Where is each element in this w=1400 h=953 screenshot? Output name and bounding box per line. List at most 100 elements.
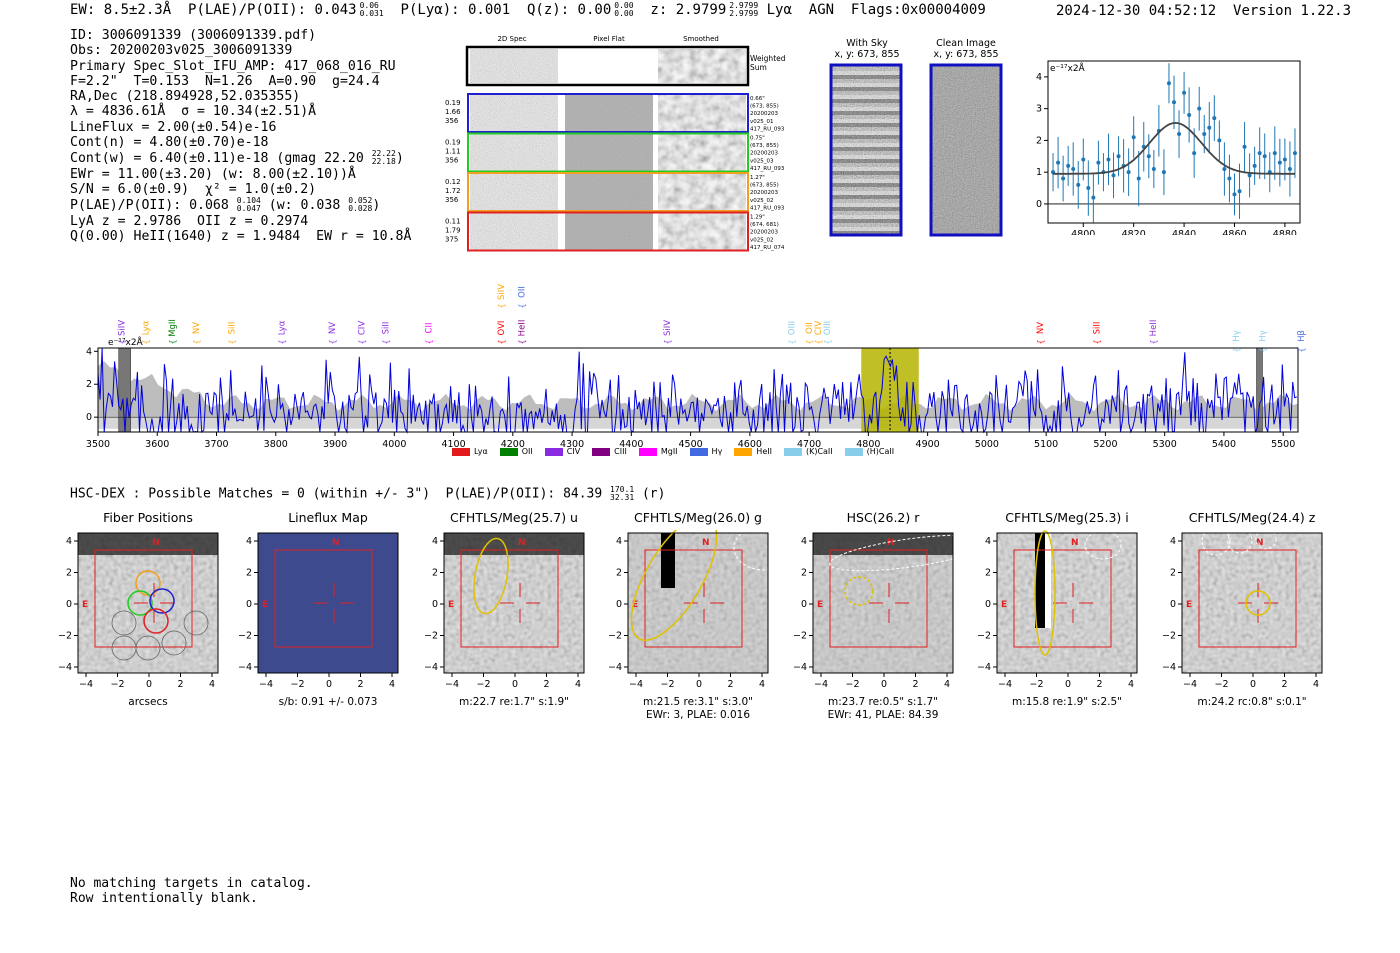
spectrum-xtick-label: 5500 (1271, 439, 1295, 450)
stamp-xtick-label: 4 (389, 679, 395, 690)
stamp-north-label: N (152, 538, 160, 548)
fit-data-point (1172, 100, 1176, 105)
stamp-ytick-label: 2 (246, 568, 252, 579)
stamp-frame (812, 532, 954, 674)
neighbor-circle (1255, 530, 1277, 550)
spectrum-line-brace: { (497, 339, 506, 344)
sky-band-dark (832, 147, 900, 151)
spectrum-line-brace: { (805, 339, 814, 344)
sky-band (832, 83, 900, 87)
spectrum-line-label: MgII (168, 319, 178, 337)
stamp-ytick-label: 2 (432, 568, 438, 579)
stamp-ytick-label: −4 (424, 662, 438, 673)
spectrum-line-brace: { (1258, 347, 1267, 352)
spectrum-line-brace: { (814, 339, 823, 344)
catalog-footer: No matching targets in catalog. Row inten… (70, 876, 313, 906)
legend-entry: (H)CaII (844, 447, 894, 456)
stamp-ytick-label: 4 (985, 536, 991, 547)
cutout-smoothed-img (658, 174, 746, 210)
stamp-xtick-label: 0 (696, 679, 702, 690)
fit-data-point (1192, 151, 1197, 156)
cutout-row-frame (467, 211, 749, 252)
neighbor-ellipse (1084, 530, 1122, 560)
spectrum-line-brace: { (141, 339, 150, 344)
spectrum-xtick-label: 3800 (264, 439, 288, 450)
fit-data-point (1086, 186, 1091, 191)
stamp-region-box (460, 549, 559, 648)
info-lambda: λ = 4836.61Å σ = 10.34(±2.51)Å (70, 104, 317, 120)
fit-data-point (1272, 151, 1277, 156)
legend-label: MgII (660, 447, 678, 456)
stamp-saturated-column-white (1045, 533, 1051, 628)
plae2-end: ) (372, 198, 381, 214)
legend-swatch (783, 447, 802, 456)
contw-sub: 22.18 (371, 157, 396, 167)
cutout-left-label: 1.72 (445, 187, 461, 195)
spectrum-xtick-label: 4500 (678, 439, 702, 450)
sky-band-dark (832, 219, 900, 223)
spectrum-legend: Lyα OII CIV CIII MgII Hγ HeII (K)CaII (H)CaII (452, 447, 894, 456)
spectrum-xtick-label: 4800 (856, 439, 880, 450)
contw-sup: 22.22 (371, 149, 396, 159)
spectrum-line-label: CIV (358, 321, 368, 335)
cutout-pixelflat-tint (565, 174, 653, 210)
spectrum-line-brace: { (425, 339, 434, 344)
stamp-ytick-label: −2 (977, 631, 991, 642)
stamp-xtick-label: 0 (326, 679, 332, 690)
fit-data-point (1287, 167, 1292, 171)
stamp-north-label: N (518, 538, 526, 548)
stamp-north-label: N (702, 538, 710, 548)
source-ellipse (1034, 530, 1056, 656)
stamp-xtick-label: −4 (259, 679, 273, 690)
stamp-image-3: N E −4 4 −2 2 0 0 2 −2 4 −4 (424, 532, 585, 690)
cutout-left-label: 1.66 (445, 108, 461, 116)
info-lyaz: LyA z = 2.9786 OII z = 0.2974 (70, 213, 309, 229)
stamp-xtick-label: 0 (881, 679, 887, 690)
spectrum-masked-region (1256, 347, 1263, 433)
stamp-frame (77, 532, 219, 674)
stamp-region-box (1013, 549, 1112, 648)
stamp-image-5: N E −4 4 −2 2 0 0 2 −2 4 −4 (793, 532, 969, 690)
sky-band-dark (832, 159, 900, 163)
fit-data-point (1096, 160, 1101, 165)
stamp-region-box (644, 549, 743, 648)
spectrum-xtick-label: 5400 (1212, 439, 1236, 450)
stamp-ytick-label: 2 (66, 568, 72, 579)
stamp-title: CFHTLS/Meg(25.3) i (1005, 510, 1129, 525)
stamp-ytick-label: −2 (424, 631, 438, 642)
fit-ylabel: e⁻¹⁷x2Å (1050, 62, 1086, 74)
stamp-ytick-label: −4 (1162, 662, 1176, 673)
sky-band (832, 203, 900, 207)
cutout-left-label: 356 (445, 196, 459, 204)
spectrum-line-label: SiIV (497, 284, 507, 300)
spectrum-line-label: SiII (381, 322, 391, 335)
info-primary: Primary Spec_Slot_IFU_AMP: 417_068_016_R… (70, 58, 396, 74)
fit-data-point (1166, 81, 1171, 86)
legend-entry: Hγ (689, 447, 722, 456)
stamp-xtick-label: 2 (912, 679, 918, 690)
fit-ytick-label: 1 (1036, 167, 1042, 178)
weighted-sum-row: Weighted Sum (465, 45, 786, 87)
spectrum-line-brace: { (1093, 339, 1102, 344)
spectrum-ytick-label: 4 (86, 346, 92, 357)
spectrum-line-brace: { (192, 339, 201, 344)
legend-label: HeII (756, 447, 772, 456)
fit-xtick-label: 4820 (1122, 229, 1146, 235)
stamp-ytick-label: 4 (616, 536, 622, 547)
stamp-ytick-label: −2 (58, 631, 72, 642)
cutout-smoothed-img (658, 134, 746, 171)
stamp-xtick-label: −4 (814, 679, 828, 690)
legend-entry: Lyα (452, 447, 488, 456)
spectrum-ytick-label: 0 (86, 412, 92, 423)
spectrum-xtick-label: 3600 (145, 439, 169, 450)
sky-band (832, 191, 900, 195)
with-sky-image (829, 63, 903, 237)
fiber-cutouts-panel: 2D Spec Pixel Flat Smoothed Weighted Sum… (445, 35, 786, 252)
plae2-w-sub: 0.028 (348, 204, 373, 214)
stamp-east-label: E (82, 600, 88, 610)
stamp-xtick-label: −4 (445, 679, 459, 690)
spectrum-line-brace: { (497, 303, 506, 308)
